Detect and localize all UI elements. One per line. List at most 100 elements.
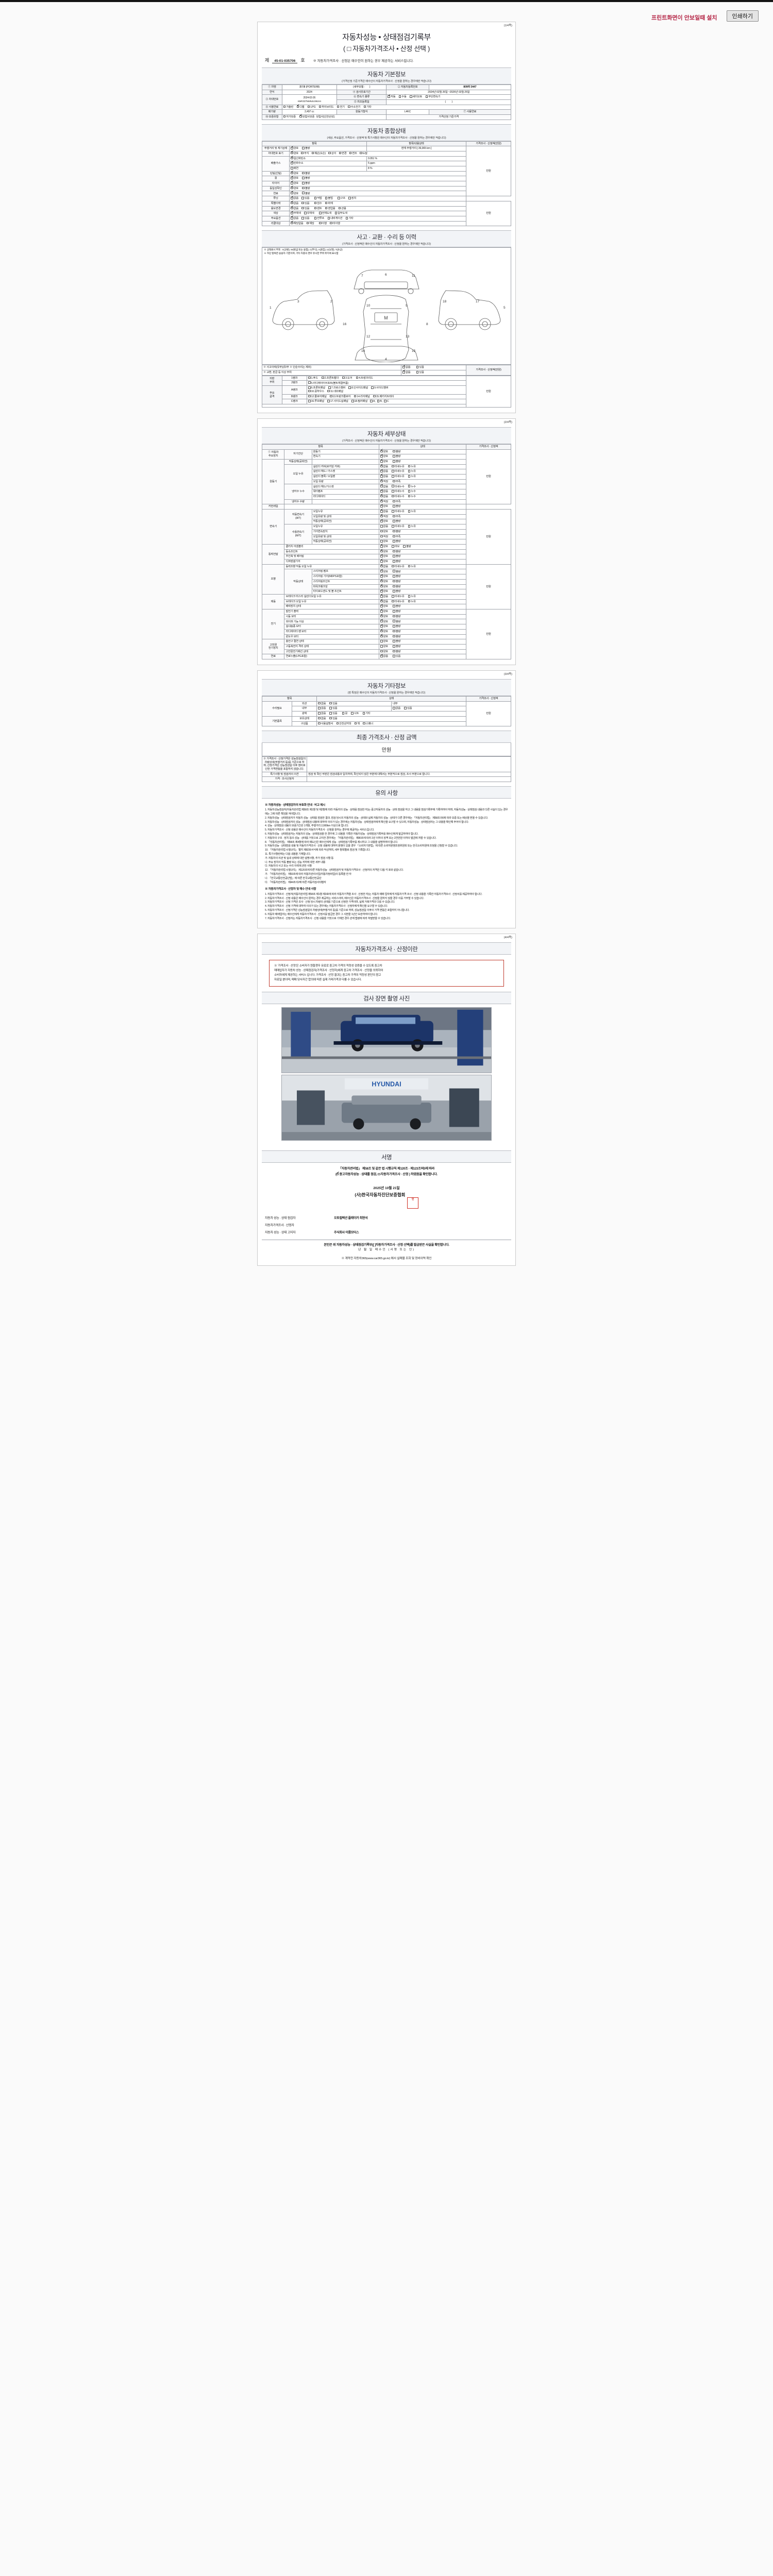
opt-exchange-none[interactable]: 없음 (402, 370, 411, 374)
opt-rf-good[interactable]: 양호 (380, 629, 388, 633)
opt-tint-good[interactable]: 양호 (291, 171, 298, 175)
opt-trans-cvt[interactable]: 무단변속기 (425, 95, 441, 98)
opt-fuel-diesel[interactable]: 디젤 (296, 105, 305, 109)
opt-bo-micro[interactable]: 미세누유 (392, 475, 405, 478)
opt-special-none[interactable]: 없음 (291, 201, 298, 205)
opt-fuel-hydrogen[interactable]: 수소전기 (348, 105, 361, 109)
opt-accident-none[interactable]: 없음 (402, 365, 411, 369)
opt-int-yes[interactable]: 있음 (329, 707, 338, 710)
opt-st-good[interactable]: 양호 (380, 614, 388, 618)
print-button[interactable]: 인쇄하기 (726, 10, 759, 22)
opt-vin-corrode[interactable]: 부식 (301, 151, 309, 155)
opt-fuel-lpg[interactable]: LPG (307, 105, 316, 109)
opt-trans-manual[interactable]: 수동 (398, 95, 407, 98)
opt-usechange-none[interactable]: 없음 (291, 206, 298, 210)
opt-engine-diag-bad[interactable]: 불량 (393, 450, 400, 453)
opt-usechange-rent[interactable]: 렌트 (314, 207, 322, 210)
opt-options-sunroof[interactable]: 썬루프 (314, 217, 324, 220)
opt-options-navi[interactable]: 내비게이션 (327, 217, 343, 220)
opt-bo-leak[interactable]: 누유 (408, 475, 416, 478)
opt-cr-bad[interactable]: 불량 (393, 505, 400, 508)
opt-hg-none[interactable]: 없음 (380, 469, 388, 473)
part-front-fender[interactable]: 2.프론트휀더 (322, 376, 339, 380)
opt-vin-erase[interactable]: 도말 (360, 151, 367, 155)
opt-ati-bad[interactable]: 불량 (393, 520, 400, 523)
opt-mc-none[interactable]: 없음 (380, 594, 388, 598)
opt-hg-leak[interactable]: 누유 (408, 470, 416, 473)
opt-warranty-self[interactable]: 자가보증 (283, 115, 296, 118)
opt-manual[interactable]: 사용설명서 (318, 722, 333, 725)
opt-color-part[interactable]: 일부도색 (334, 212, 347, 215)
opt-warranty-insurer[interactable]: 보험사보증 (299, 114, 314, 118)
opt-mileage-bad[interactable]: 불량 (302, 147, 310, 150)
opt-ext-none[interactable]: 없음 (318, 702, 326, 705)
opt-special-yes[interactable]: 있음 (301, 201, 310, 205)
part-trunk-floor[interactable]: 13.트렁크플로어 (329, 395, 351, 398)
opt-mti-good[interactable]: 양호 (380, 540, 388, 543)
opt-sp-bad[interactable]: 불량 (393, 570, 400, 573)
opt-psl-micro[interactable]: 미세누유 (392, 565, 405, 568)
opt-wp-none[interactable]: 없음 (380, 489, 388, 493)
opt-mc-micro[interactable]: 미세누유 (392, 595, 405, 598)
opt-wm-bad[interactable]: 불량 (393, 635, 400, 638)
opt-sg-bad[interactable]: 불량 (393, 575, 400, 578)
opt-blw-good[interactable]: 양호 (380, 624, 388, 628)
opt-int2-yes[interactable]: 있음 (404, 707, 412, 710)
opt-fuel-etc[interactable]: 기타 (363, 105, 372, 109)
opt-tuning-none[interactable]: 없음 (291, 196, 298, 200)
opt-rc-micro[interactable]: 미세누유 (392, 465, 405, 468)
opt-pc-good[interactable]: 양호 (380, 584, 388, 588)
opt-clutch-wear[interactable]: 마모 (392, 545, 399, 548)
opt-gl-wheel[interactable]: 휠 (342, 712, 347, 715)
opt-rc-leak[interactable]: 누유 (408, 465, 416, 468)
opt-wheel-good[interactable]: 양호 (291, 176, 298, 180)
opt-special-flood[interactable]: 침수 (314, 201, 322, 205)
part-floor-panel[interactable]: 12.플로어패널 (308, 395, 327, 398)
opt-cp-good[interactable]: 양호 (380, 640, 388, 643)
opt-ato-low[interactable]: 부족 (393, 515, 400, 518)
opt-fl-none[interactable]: 없음 (380, 654, 388, 658)
opt-ati-good[interactable]: 양호 (380, 519, 388, 523)
opt-usechange-biz[interactable]: 영업용 (325, 207, 335, 210)
opt-gl-yes[interactable]: 있음 (329, 712, 338, 715)
opt-sp-good[interactable]: 양호 (380, 569, 388, 573)
opt-accident-yes[interactable]: 있음 (416, 366, 424, 369)
opt-triangle[interactable]: 안전삼각대 (336, 722, 351, 725)
opt-ol-low[interactable]: 부족 (393, 480, 400, 483)
opt-atl-leak[interactable]: 누유 (408, 510, 416, 513)
opt-mti-bad[interactable]: 불량 (393, 540, 400, 543)
opt-gl-etc[interactable]: 기타 (362, 712, 371, 715)
part-front-panel[interactable]: 6.프론트패널 (308, 386, 325, 389)
opt-bo2-none[interactable]: 없음 (380, 599, 388, 603)
opt-gl-none[interactable]: 없음 (318, 712, 326, 715)
part-pillar-c[interactable]: C (384, 400, 389, 403)
part-hood[interactable]: 1.후드 (308, 376, 318, 380)
opt-wip-good[interactable]: 양호 (380, 619, 388, 623)
part-door[interactable]: 3.도어 (342, 376, 352, 380)
opt-hold-yes[interactable]: 있음 (329, 717, 338, 720)
opt-wheel-bad[interactable]: 불량 (302, 177, 310, 180)
opt-fuelstate-bad[interactable]: 불량 (302, 192, 310, 195)
opt-color-achroma[interactable]: 무채색 (291, 211, 301, 215)
opt-ext-yes[interactable]: 있음 (329, 702, 338, 705)
opt-sj-bad[interactable]: 불량 (393, 580, 400, 583)
opt-idle-bad[interactable]: 불량 (393, 460, 400, 463)
opt-bo2-leak[interactable]: 누유 (408, 600, 416, 603)
opt-cv-good[interactable]: 양호 (380, 549, 388, 553)
opt-cr-good[interactable]: 양호 (380, 504, 388, 508)
opt-int2-none[interactable]: 없음 (393, 707, 400, 710)
part-inside-panel[interactable]: 8.인사이드패널 (348, 386, 368, 389)
opt-rc-none[interactable]: 없음 (380, 464, 388, 468)
opt-mto-ok[interactable]: 적정 (380, 535, 388, 538)
opt-bst-bad[interactable]: 불량 (393, 605, 400, 608)
opt-color-chroma[interactable]: 유채색 (304, 212, 314, 215)
part-radiator-support[interactable]: 5.라디에이터서포트(볼트체결부품) (308, 381, 348, 385)
opt-mtl-leak[interactable]: 누유 (408, 525, 416, 528)
opt-bst-good[interactable]: 양호 (380, 604, 388, 608)
opt-rad-leak[interactable]: 누수 (408, 495, 416, 498)
opt-st-bad[interactable]: 불량 (393, 615, 400, 618)
opt-options-etc[interactable]: 기타 (345, 217, 354, 220)
opt-identity-bad[interactable]: 불량 (302, 187, 310, 190)
opt-clutch-bad[interactable]: 불량 (403, 545, 411, 548)
opt-cl-low[interactable]: 부족 (393, 500, 400, 503)
